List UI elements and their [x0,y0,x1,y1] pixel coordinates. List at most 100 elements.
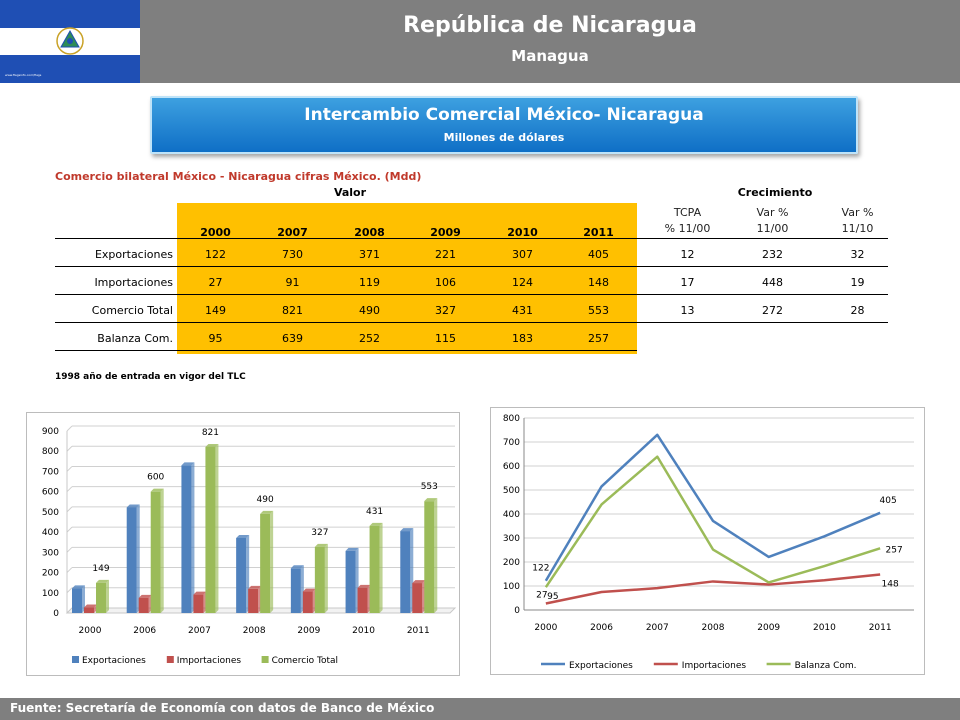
bar-chart-svg: 0 100 200 300 400 500 600 700 800 900 149 2000 600 20… [42,425,457,666]
bar [181,465,192,613]
legend-swatch [72,656,79,663]
bar [357,587,368,613]
bar [369,525,380,613]
growth-header-bottom: % 11/00 [664,222,711,235]
crecimiento-header: Crecimiento [737,186,813,199]
growth-cell: 17 [680,276,695,289]
valor-header: Valor [333,186,367,199]
bar-top [236,534,250,538]
bar [248,588,259,613]
line-chart-svg: 0 100 200 300 400 500 600 700 800 2000 2006 2007 200… [503,414,914,671]
bar-top [314,543,328,547]
growth-header-bottom: 11/00 [756,222,789,235]
bar [260,513,271,613]
growth-cell: 19 [850,276,865,289]
bar-top [260,510,274,514]
bar [290,568,301,613]
growth-cell: 232 [762,248,783,261]
nicaragua-flag-icon: www.flagsinfo.com/flags [0,0,140,83]
growth-cell: 12 [680,248,695,261]
bar-top [369,522,383,526]
bar [96,582,106,613]
x-tick-label: 2007 [646,623,669,633]
y-tick-label: 400 [42,528,59,538]
data-label: 327 [311,528,328,538]
growth-cell: 272 [762,304,783,317]
bar-top [357,584,371,588]
table-cell: 730 [282,248,303,261]
gridline-side [66,425,73,432]
bar-top [302,588,316,592]
bar-top [150,488,164,492]
footer-bar: Fuente: Secretaría de Economía con datos… [0,698,960,720]
data-label: 27 [536,591,547,601]
bar-side [82,585,85,613]
growth-header-bottom: 11/10 [841,222,874,235]
y-tick-label: 700 [503,438,520,448]
legend-swatch [261,656,269,663]
table-cell: 221 [435,248,456,261]
bar-side [106,579,109,613]
table-cell: 553 [588,304,609,317]
x-tick-label: 2011 [407,626,430,636]
bar [150,491,161,613]
legend-label: Exportaciones [569,661,633,671]
bar [345,550,356,613]
bar [126,507,137,613]
x-tick-label: 2000 [79,626,102,636]
bar-top [412,580,426,584]
bar-top [248,585,262,589]
banner-title: Intercambio Comercial México- Nicaragua [304,105,704,125]
table-cell: 490 [359,304,380,317]
legend-label: Balanza Com. [795,661,857,671]
gridline-side [66,546,73,553]
table-cell: 148 [588,276,609,289]
data-label: 553 [421,482,438,492]
table-cell: 257 [588,332,609,345]
x-tick-label: 2006 [590,623,613,633]
x-tick-label: 2009 [297,626,320,636]
data-label: 600 [147,473,164,483]
bar [72,588,82,613]
gridline-side [66,526,73,533]
gridline-side [66,567,73,573]
bar-side [434,498,438,613]
row-label: Comercio Total [91,304,173,317]
table-cell: 95 [208,332,223,345]
source-note: Fuente: Secretaría de Economía con datos… [10,701,435,715]
gridline-side [66,466,73,472]
row-line [55,322,888,323]
bar-top [181,462,195,466]
data-label: 431 [366,507,383,517]
bar-top [193,591,207,595]
growth-header-top: TCPA [673,206,702,219]
data-label: 149 [92,564,109,574]
bar [314,546,325,613]
y-tick-label: 600 [42,488,59,498]
gridline-side [66,486,73,493]
row-label: Balanza Com. [97,332,173,345]
table-cell: 405 [588,248,609,261]
bar-side [324,543,328,613]
banner-subtitle: Millones de dólares [443,131,565,144]
table-cell: 639 [282,332,303,345]
table-cell: 431 [512,304,533,317]
series-line [545,573,881,605]
y-tick-label: 200 [503,558,520,568]
bar-top [424,498,438,502]
y-tick-label: 800 [42,447,59,457]
header-line [55,238,888,239]
y-tick-label: 700 [42,467,59,477]
x-tick-label: 2008 [243,626,266,636]
table-caption: Comercio bilateral México - Nicaragua ci… [55,170,422,183]
y-tick-label: 400 [503,510,520,520]
data-label: 490 [257,495,274,505]
gridline-side [66,506,73,513]
growth-header-top: Var % [756,206,789,219]
data-label: 821 [202,428,219,438]
growth-cell: 13 [680,304,695,317]
legend-label: Exportaciones [82,656,146,666]
table-cell: 183 [512,332,533,345]
legend-label: Comercio Total [272,656,338,666]
data-label: 95 [547,592,558,602]
